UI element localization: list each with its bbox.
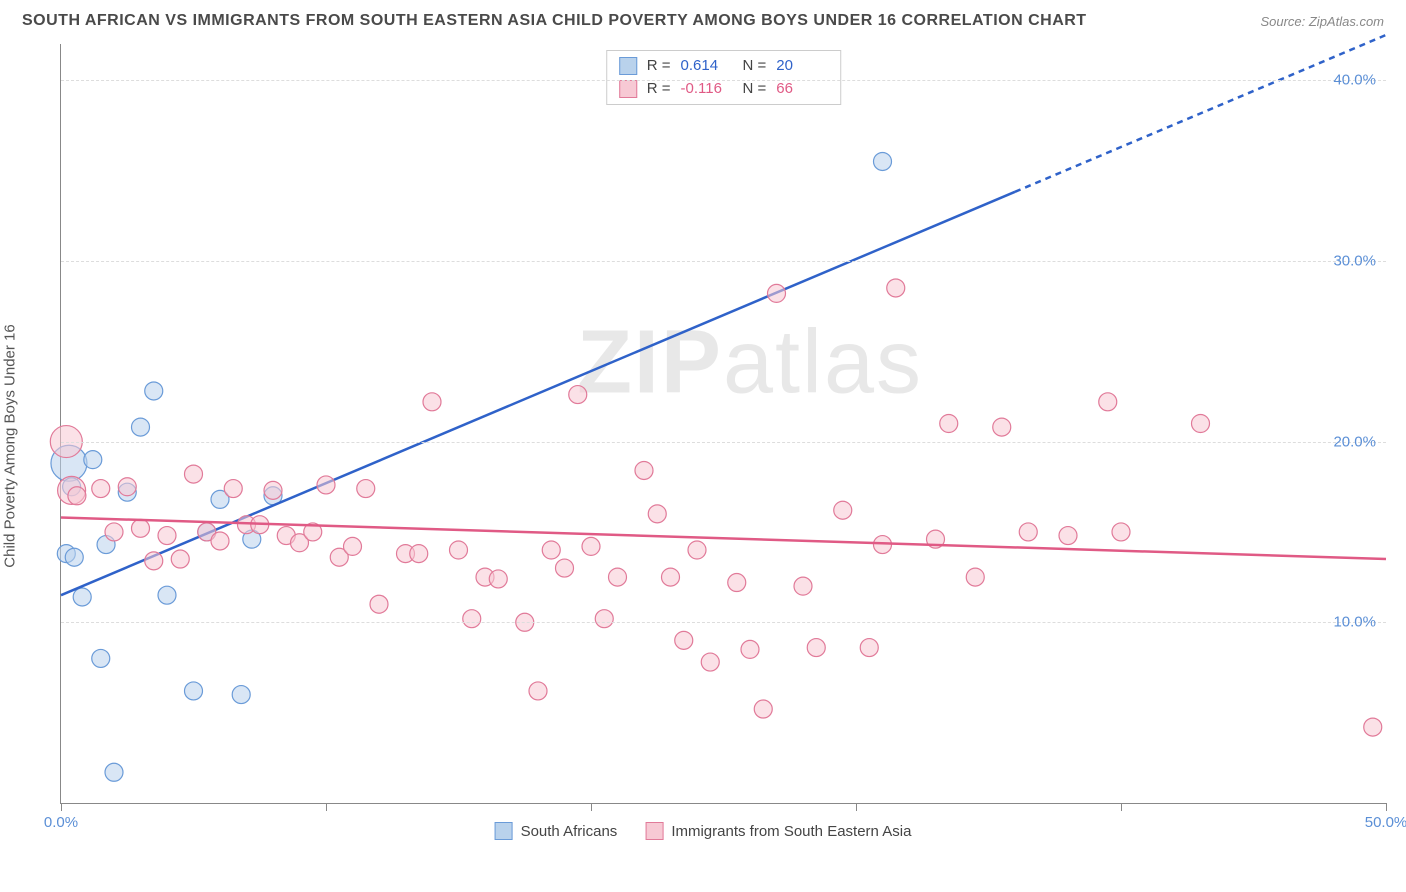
- legend-label-2: Immigrants from South Eastern Asia: [671, 823, 911, 840]
- x-tick-label: 0.0%: [44, 814, 78, 831]
- swatch-series2: [619, 80, 637, 98]
- stats-row-1: R = 0.614 N = 20: [619, 55, 829, 78]
- legend-label-1: South Africans: [521, 823, 618, 840]
- r-value-1: 0.614: [681, 55, 733, 78]
- n-label-1: N =: [743, 55, 767, 78]
- y-tick-label: 40.0%: [1333, 72, 1376, 89]
- legend: South Africans Immigrants from South Eas…: [495, 822, 912, 840]
- legend-swatch-2: [645, 822, 663, 840]
- x-tick-label: 50.0%: [1365, 814, 1406, 831]
- swatch-series1: [619, 57, 637, 75]
- y-tick-label: 20.0%: [1333, 433, 1376, 450]
- n-value-1: 20: [776, 55, 828, 78]
- legend-item-2: Immigrants from South Eastern Asia: [645, 822, 911, 840]
- source-attribution: Source: ZipAtlas.com: [1260, 14, 1384, 29]
- plot-svg: [61, 44, 1386, 803]
- plot-area: ZIPatlas R = 0.614 N = 20 R = -0.116 N =…: [60, 44, 1386, 804]
- legend-swatch-1: [495, 822, 513, 840]
- y-tick-label: 10.0%: [1333, 614, 1376, 631]
- correlation-stats-box: R = 0.614 N = 20 R = -0.116 N = 66: [606, 50, 842, 105]
- r-label-1: R =: [647, 55, 671, 78]
- y-tick-label: 30.0%: [1333, 252, 1376, 269]
- y-axis-label: Child Poverty Among Boys Under 16: [2, 324, 19, 567]
- chart-container: Child Poverty Among Boys Under 16 ZIPatl…: [20, 44, 1386, 848]
- chart-title: SOUTH AFRICAN VS IMMIGRANTS FROM SOUTH E…: [22, 12, 1087, 30]
- legend-item-1: South Africans: [495, 822, 618, 840]
